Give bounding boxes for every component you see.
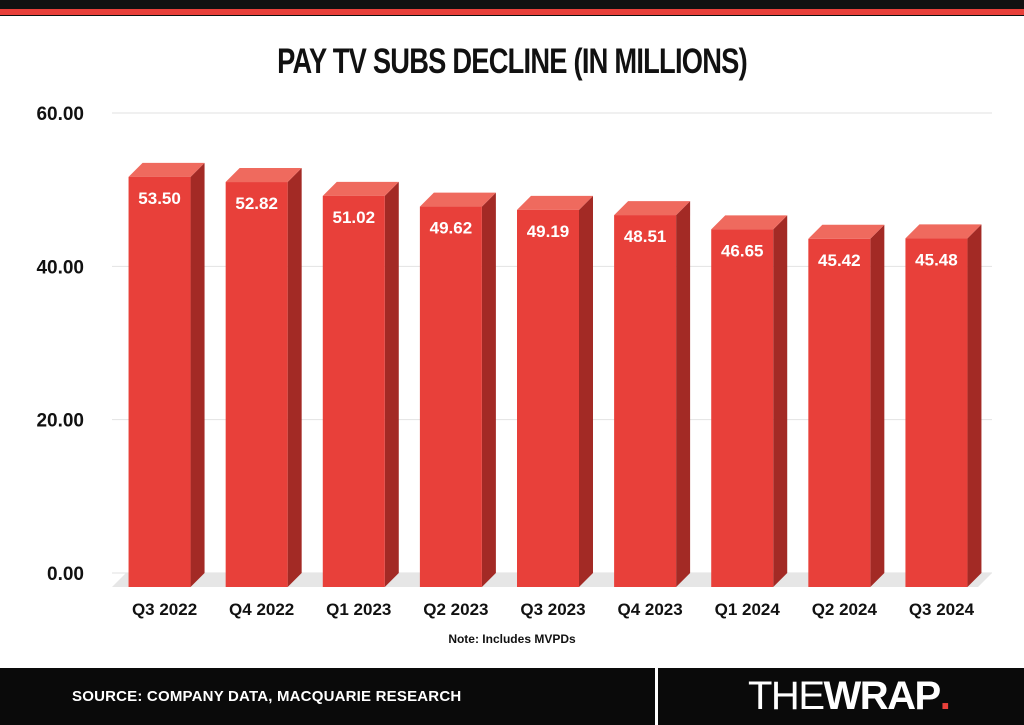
bar: 53.50 (128, 162, 205, 588)
x-tick-label: Q3 2022 (132, 600, 197, 619)
chart-title: PAY TV SUBS DECLINE (IN MILLIONS) (277, 42, 748, 81)
bar: 45.48 (905, 224, 982, 587)
footer-bar: SOURCE: COMPANY DATA, MACQUARIE RESEARCH… (0, 668, 1024, 725)
bar-top (808, 224, 885, 239)
bar-top (905, 224, 982, 239)
logo-wrap: WRAP (823, 674, 942, 718)
bar-front (808, 238, 871, 587)
x-tick-label: Q1 2023 (326, 600, 391, 619)
x-tick-label: Q2 2023 (423, 600, 488, 619)
bar: 51.02 (322, 181, 399, 587)
bars: 53.50 52.82 51.02 49.62 49.19 48.51 46.65 45.42… (128, 162, 982, 588)
bar-top (322, 181, 399, 196)
bar-value-label: 48.51 (624, 227, 667, 246)
bar-value-label: 52.82 (235, 194, 278, 213)
x-tick-label: Q3 2023 (520, 600, 585, 619)
bar: 49.19 (517, 195, 593, 588)
bar-side (676, 201, 691, 587)
bar: 49.62 (419, 192, 496, 587)
bar-side (579, 195, 593, 588)
bar-front (905, 238, 968, 587)
bar: 52.82 (225, 168, 302, 587)
logo-the: THE (748, 674, 825, 718)
bar-side (481, 192, 496, 587)
bar-top (517, 195, 593, 210)
y-tick-label: 40.00 (36, 257, 84, 278)
bar-side (773, 215, 788, 587)
bar-top (128, 162, 205, 177)
bar: 48.51 (614, 201, 691, 587)
bar-side (190, 162, 205, 588)
bar-front (128, 176, 191, 588)
y-tick-label: 60.00 (36, 104, 84, 125)
bar-value-label: 45.42 (818, 251, 861, 270)
thewrap-logo: THE WRAP . (748, 674, 951, 720)
footer-divider (655, 668, 658, 725)
x-tick-label: Q3 2024 (909, 600, 975, 619)
bar-front (225, 182, 288, 587)
bar-front (614, 215, 677, 587)
bar-value-label: 46.65 (721, 241, 764, 260)
bar-value-label: 49.19 (527, 222, 570, 241)
x-tick-label: Q4 2022 (229, 600, 294, 619)
bar-front (711, 229, 774, 587)
bar-side (384, 181, 399, 587)
bar-side (870, 224, 885, 587)
x-tick-label: Q2 2024 (812, 600, 878, 619)
x-tick-label: Q4 2023 (617, 600, 682, 619)
bar-value-label: 45.48 (915, 250, 958, 269)
bar-top (225, 168, 302, 183)
bar: 45.42 (808, 224, 885, 587)
bar-top (419, 192, 496, 207)
bar-top (614, 201, 691, 216)
bar-value-label: 49.62 (430, 219, 473, 238)
bar-side (967, 224, 982, 587)
y-tick-label: 20.00 (36, 411, 84, 432)
bar: 46.65 (711, 215, 788, 587)
bar-top (711, 215, 788, 230)
x-tick-label: Q1 2024 (715, 600, 781, 619)
chart-note: Note: Includes MVPDs (448, 632, 576, 646)
bar-side (287, 168, 302, 587)
bar-chart: 0.00 20.00 40.00 60.00 53.50 52.82 51.02 49.62… (36, 104, 992, 619)
source-credit: SOURCE: COMPANY DATA, MACQUARIE RESEARCH (72, 688, 462, 705)
bar-front (419, 206, 482, 587)
y-axis: 0.00 20.00 40.00 60.00 (36, 104, 84, 585)
bar-value-label: 51.02 (333, 208, 376, 227)
top-accent-stripe (0, 9, 1024, 15)
x-axis: Q3 2022 Q4 2022 Q1 2023 Q2 2023 Q3 2023 Q4 20… (132, 600, 975, 619)
logo-dot: . (939, 674, 951, 718)
bar-value-label: 53.50 (138, 189, 181, 208)
bar-front (322, 195, 385, 587)
y-tick-label: 0.00 (47, 564, 84, 585)
bar-front (517, 209, 579, 588)
